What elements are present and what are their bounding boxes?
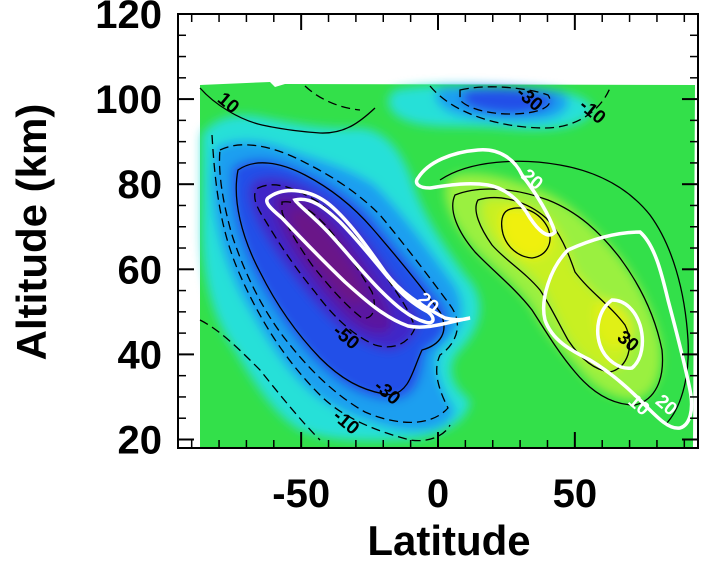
- contour-line-40-core: [501, 207, 551, 259]
- filled-contours: [200, 82, 695, 448]
- contour-line-n70: [281, 201, 376, 319]
- contour-line-n10-ne: [429, 85, 611, 129]
- contour-line-n10-inner: [218, 144, 459, 424]
- y-axis-title: Altitude (km): [8, 104, 55, 361]
- contour-line-west-outer: [211, 134, 451, 442]
- contour-line-n30: [235, 162, 445, 396]
- yellow-core: [500, 208, 551, 258]
- x-axis-title: Latitude: [367, 517, 530, 564]
- y-tick-label: 20: [118, 418, 163, 462]
- white-contour-west-inner: [292, 197, 435, 325]
- x-axis: -50 0 50: [190, 14, 686, 516]
- contour-line-n30-north: [459, 86, 551, 115]
- blue-north-core: [462, 88, 553, 114]
- y-tick-label: 100: [95, 78, 162, 122]
- x-tick-label: 0: [427, 472, 449, 516]
- contour-line-10-east: [439, 160, 689, 426]
- y-tick-label: 60: [118, 248, 163, 292]
- white-contour-east-outer: [542, 230, 694, 430]
- deep-purple-core: [290, 209, 365, 304]
- y-tick-label: 120: [95, 0, 162, 37]
- contour-line-20-east: [452, 188, 664, 406]
- white-contour-lines: [265, 148, 694, 430]
- x-tick-label: -50: [272, 472, 330, 516]
- white-contour-north: [414, 148, 557, 237]
- y-tick-label: 80: [118, 163, 163, 207]
- white-contour-east-inner: [596, 298, 645, 370]
- white-contour-west-outer: [265, 188, 471, 329]
- y-axis: 20 40 60 80 100 120: [95, 0, 698, 462]
- contour-line-south-west: [199, 319, 321, 441]
- x-tick-label: 50: [553, 472, 598, 516]
- y-tick-label: 40: [118, 333, 163, 377]
- contour-line-n10-north: [304, 85, 361, 111]
- contour-line-10-west: [199, 87, 376, 134]
- black-contour-lines: [199, 85, 689, 442]
